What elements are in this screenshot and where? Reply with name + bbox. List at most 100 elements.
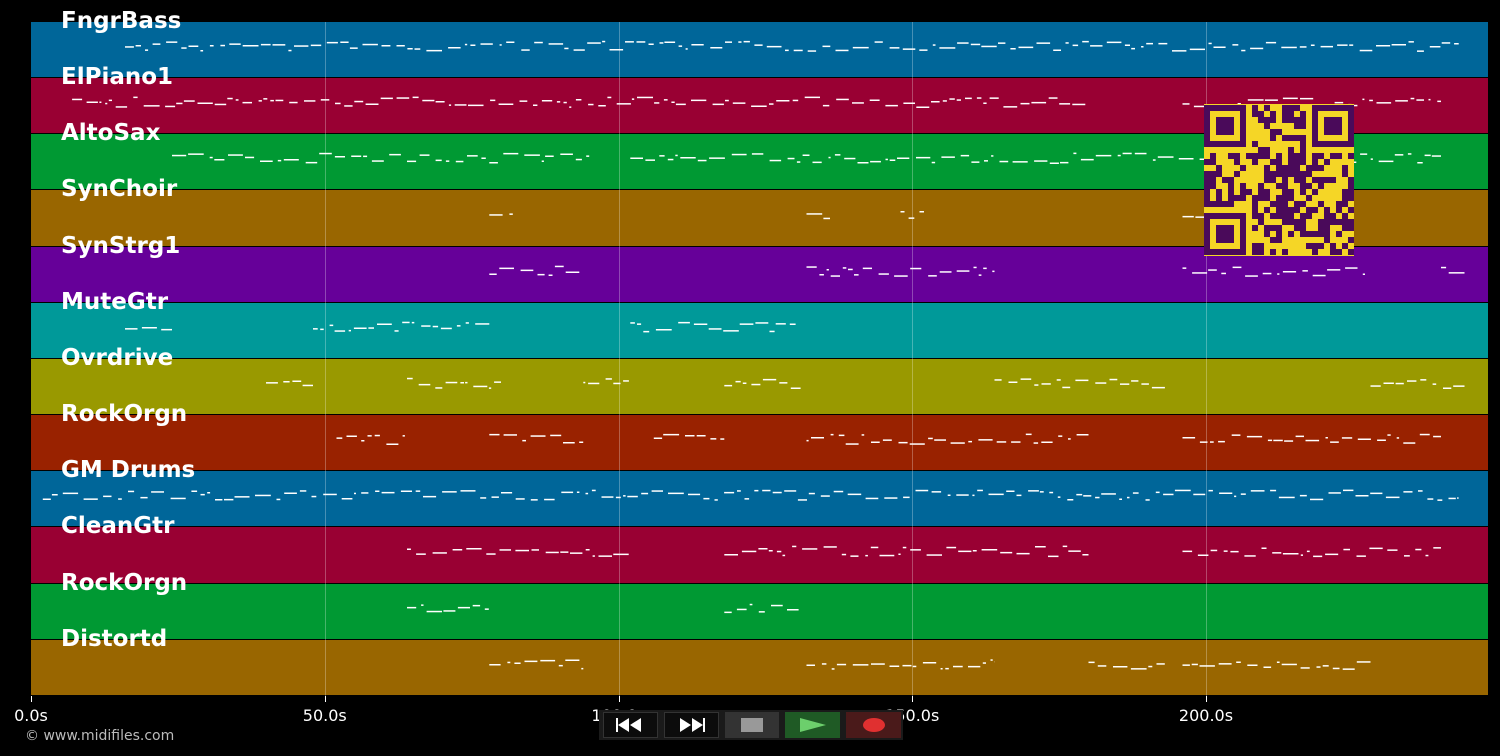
note-mark — [823, 546, 837, 549]
note-mark — [776, 551, 782, 553]
qr-module — [1258, 153, 1264, 159]
play-button[interactable] — [785, 712, 841, 738]
note-mark — [976, 97, 982, 99]
note-mark — [1241, 49, 1246, 52]
note-mark — [982, 662, 986, 664]
qr-module — [1312, 177, 1318, 183]
track-row[interactable]: CleanGtr — [31, 513, 1488, 584]
note-mark — [659, 155, 665, 157]
qr-module — [1294, 225, 1300, 231]
note-mark — [1345, 266, 1358, 269]
note-mark — [275, 99, 284, 102]
qr-module — [1330, 177, 1336, 183]
track-row[interactable]: RockOrgn — [31, 401, 1488, 472]
note-mark — [423, 496, 437, 498]
note-mark — [797, 499, 807, 501]
note-mark — [336, 437, 343, 440]
note-mark — [751, 153, 764, 156]
track-row[interactable]: RockOrgn — [31, 570, 1488, 640]
axis-tick — [912, 696, 914, 702]
track-row[interactable]: FngrBass — [31, 8, 1488, 79]
note-mark — [1443, 387, 1452, 389]
stop-button[interactable] — [724, 712, 780, 738]
note-mark — [166, 41, 178, 43]
qr-module — [1204, 183, 1210, 189]
note-mark — [738, 41, 742, 43]
note-mark — [848, 268, 853, 270]
note-mark — [530, 435, 546, 437]
note-mark — [605, 378, 612, 380]
note-mark — [1448, 271, 1465, 274]
note-mark — [276, 498, 281, 501]
note-mark — [1278, 496, 1295, 499]
note-mark — [996, 441, 1007, 443]
qr-module — [1264, 105, 1270, 111]
qr-module — [1258, 213, 1264, 219]
note-mark — [691, 44, 704, 46]
qr-module — [1252, 225, 1258, 231]
note-mark — [754, 44, 763, 46]
note-mark — [99, 101, 102, 104]
note-mark — [755, 321, 769, 324]
note-mark — [819, 273, 824, 276]
qr-module — [1324, 225, 1330, 231]
qr-module — [1270, 171, 1276, 177]
note-mark — [1355, 495, 1369, 497]
note-mark — [1124, 44, 1130, 46]
note-mark — [871, 441, 880, 444]
note-mark — [563, 442, 575, 444]
note-mark — [304, 100, 316, 102]
qr-module — [1270, 225, 1276, 231]
note-mark — [724, 554, 738, 556]
note-mark — [400, 490, 412, 493]
note-mark — [1240, 493, 1246, 496]
note-mark — [489, 434, 500, 436]
note-mark — [1210, 550, 1218, 552]
note-mark — [898, 553, 901, 556]
note-mark — [671, 101, 675, 104]
note-mark — [103, 495, 112, 498]
note-mark — [470, 44, 476, 46]
note-mark — [289, 101, 298, 104]
track-row[interactable]: Ovrdrive — [31, 345, 1488, 416]
track-label: FngrBass — [61, 8, 182, 34]
note-mark — [956, 99, 961, 101]
note-mark — [1325, 554, 1339, 556]
rewind-button[interactable] — [603, 712, 658, 738]
qr-module — [1324, 159, 1330, 165]
note-mark — [775, 322, 786, 325]
note-mark — [703, 498, 710, 500]
note-mark — [443, 609, 456, 612]
qr-module — [1288, 171, 1294, 177]
qr-module — [1306, 165, 1312, 171]
note-mark — [1341, 437, 1353, 439]
note-mark — [769, 160, 782, 162]
note-mark — [850, 555, 859, 558]
note-mark — [862, 267, 872, 269]
axis-tick — [324, 696, 326, 702]
note-mark — [323, 493, 337, 496]
note-mark — [984, 160, 988, 162]
track-row[interactable]: GM Drums — [31, 457, 1488, 528]
note-mark — [1273, 439, 1283, 442]
qr-module — [1282, 135, 1288, 141]
qr-module — [1348, 177, 1354, 183]
qr-module — [1318, 177, 1324, 183]
note-mark — [977, 489, 983, 492]
track-row[interactable]: Distortd — [31, 626, 1488, 696]
note-mark — [889, 47, 900, 49]
track-row[interactable]: MuteGtr — [31, 289, 1488, 359]
qr-module — [1240, 165, 1246, 171]
note-mark — [489, 162, 498, 164]
record-button[interactable] — [846, 712, 901, 738]
qr-module — [1270, 177, 1276, 183]
note-mark — [1152, 159, 1156, 162]
note-mark — [1155, 491, 1160, 494]
note-mark — [191, 490, 198, 493]
fast-forward-button[interactable] — [663, 712, 719, 738]
note-mark — [854, 273, 859, 276]
note-mark — [277, 160, 282, 162]
note-mark — [742, 382, 747, 384]
qr-module — [1342, 171, 1348, 177]
note-mark — [902, 48, 916, 50]
